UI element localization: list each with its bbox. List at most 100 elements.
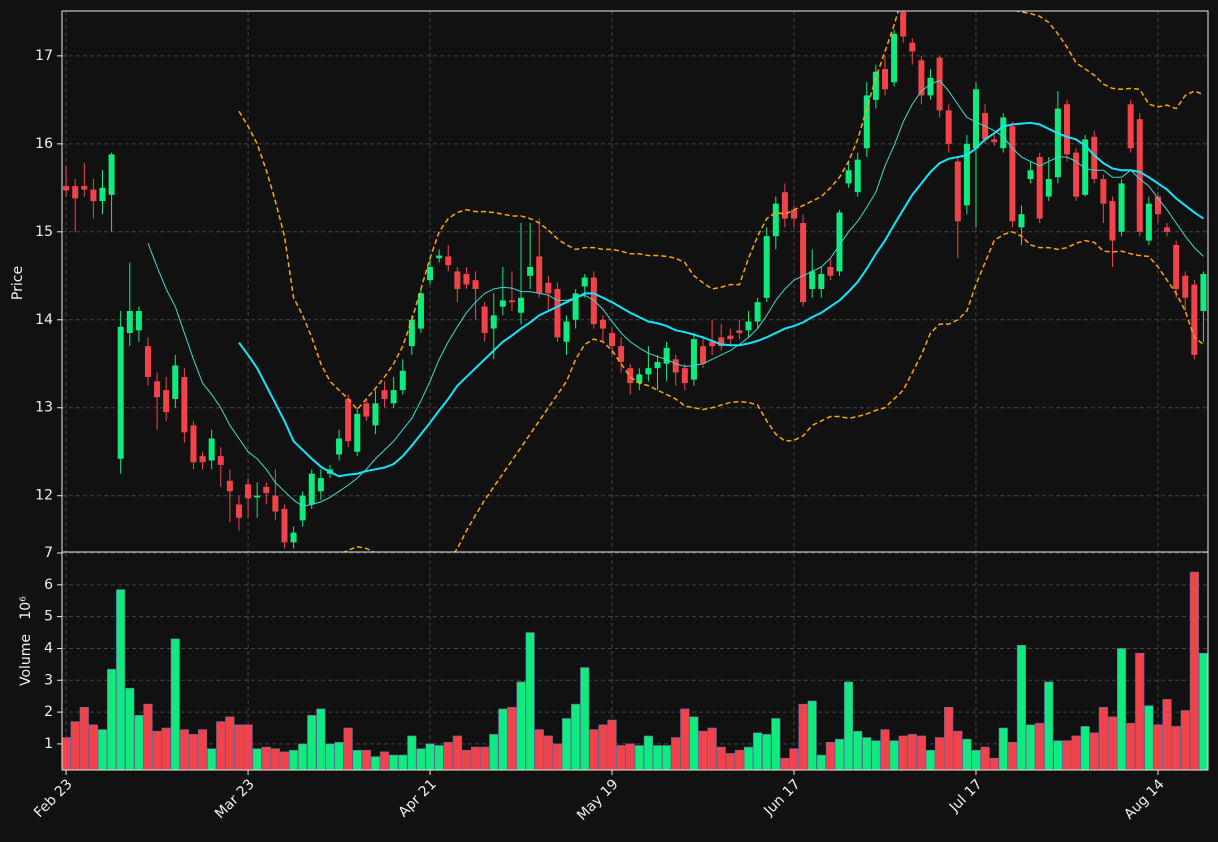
- candle-body: [563, 321, 570, 342]
- indicator-line: [238, 11, 1204, 411]
- volume-bar: [452, 735, 462, 770]
- candle-body: [390, 390, 397, 404]
- volume-bar: [1035, 722, 1045, 770]
- candle-body: [1082, 139, 1089, 195]
- candle-body: [135, 310, 142, 331]
- candle-body: [1182, 275, 1189, 298]
- candle-body: [1027, 170, 1034, 180]
- volume-bar: [689, 716, 699, 770]
- volume-bar: [379, 751, 390, 770]
- volume-bar: [298, 743, 308, 770]
- candle-body: [545, 282, 552, 294]
- candle-body: [772, 203, 779, 237]
- candle-body: [518, 297, 525, 313]
- candle-body: [918, 60, 925, 96]
- candle-body: [463, 274, 470, 285]
- volume-bar: [1144, 705, 1154, 770]
- candle-body: [1200, 274, 1207, 311]
- indicator-line: [238, 121, 1205, 478]
- candle-body: [599, 319, 606, 329]
- candle-body: [681, 368, 688, 384]
- volume-bar: [498, 708, 508, 770]
- volume-bar: [807, 700, 817, 770]
- indicator-line: [147, 79, 1204, 507]
- candle-body: [1018, 214, 1025, 228]
- candle-body: [1127, 104, 1134, 149]
- volume-bar: [844, 681, 854, 770]
- volume-bar: [134, 714, 144, 770]
- volume-bar: [352, 749, 362, 770]
- volume-bar: [898, 735, 908, 770]
- volume-bar: [234, 724, 244, 770]
- candle-body: [117, 326, 124, 459]
- candle-body: [963, 143, 970, 206]
- volume-bar: [1162, 699, 1172, 770]
- volume-bar: [1171, 726, 1181, 770]
- volume-bar: [598, 724, 608, 770]
- volume-bar: [434, 745, 444, 770]
- candle-body: [381, 390, 388, 399]
- volume-bar: [525, 632, 535, 770]
- candle-body: [781, 192, 788, 219]
- volume-bar: [944, 707, 954, 770]
- volume-bar: [907, 734, 917, 770]
- candle-body: [354, 413, 361, 452]
- candle-body: [645, 368, 652, 375]
- candle-body: [245, 484, 252, 499]
- y-tick-label: 12: [35, 488, 53, 504]
- volume-bar: [1044, 681, 1054, 770]
- candle-body: [1009, 126, 1016, 222]
- y-tick-label: 16: [35, 136, 53, 152]
- volume-bar: [780, 757, 790, 770]
- volume-bar: [161, 727, 171, 770]
- volume-bar: [243, 724, 253, 770]
- volume-panel: [62, 571, 1208, 770]
- candle-body: [845, 170, 852, 184]
- price-panel: [63, 11, 1207, 552]
- candle-body: [163, 390, 170, 413]
- candle-body: [718, 337, 725, 347]
- candle-body: [372, 403, 379, 426]
- volume-bar: [862, 737, 872, 770]
- volume-bar: [998, 727, 1008, 770]
- volume-bar: [825, 742, 835, 770]
- volume-bar: [1198, 652, 1208, 770]
- candle-body: [1091, 136, 1098, 180]
- candle-body: [1036, 157, 1043, 219]
- candle-body: [508, 300, 515, 303]
- candle-body: [536, 256, 543, 294]
- volume-bar: [343, 727, 353, 770]
- volume-bar: [580, 667, 590, 770]
- candle-body: [1000, 117, 1007, 149]
- candle-body: [709, 341, 716, 347]
- candle-body: [454, 271, 461, 289]
- candle-body: [472, 280, 479, 289]
- volume-bar: [288, 749, 299, 770]
- volume-bar: [652, 745, 663, 770]
- volume-bar: [79, 707, 89, 770]
- volume-multiplier: 10⁶: [18, 596, 34, 620]
- candle-body: [727, 335, 734, 340]
- candle-body: [263, 486, 270, 494]
- volume-bar: [316, 708, 326, 770]
- candle-body: [281, 508, 288, 543]
- candle-body: [1073, 152, 1080, 197]
- volume-bar: [1025, 724, 1036, 770]
- volume-bar: [1126, 722, 1136, 770]
- candle-body: [818, 274, 825, 289]
- volume-bar: [989, 757, 999, 770]
- volume-bar: [179, 729, 189, 770]
- candle-body: [1136, 119, 1143, 232]
- volume-bar: [543, 735, 553, 770]
- candle-body: [144, 346, 151, 377]
- volume-bar: [561, 718, 572, 770]
- candle-body: [809, 271, 816, 289]
- volume-bar: [516, 681, 526, 770]
- candle-body: [290, 532, 297, 543]
- volume-bar: [734, 749, 744, 770]
- volume-bar: [1007, 742, 1017, 770]
- volume-bar: [307, 714, 317, 770]
- y-tick-label: 17: [35, 48, 53, 64]
- candle-body: [572, 293, 579, 320]
- volume-bar: [762, 734, 772, 770]
